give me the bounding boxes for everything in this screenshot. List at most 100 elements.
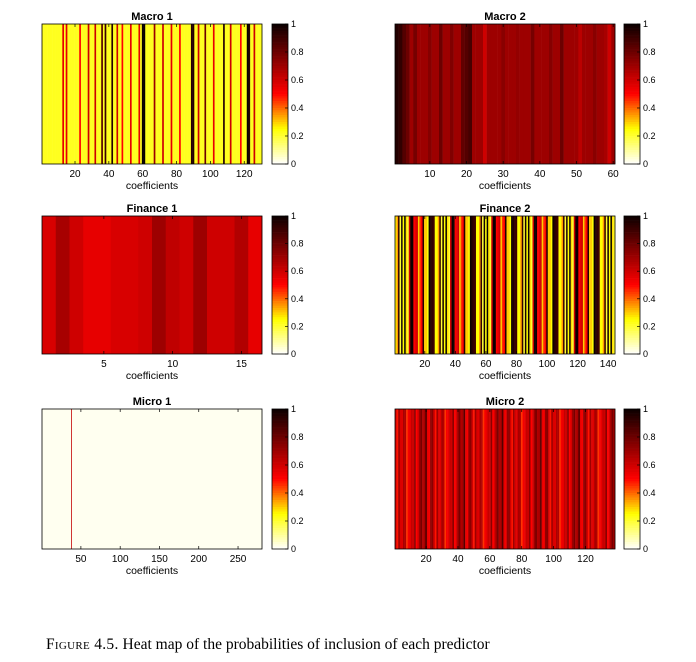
colorbar-segment xyxy=(624,59,640,62)
heatmap-cell xyxy=(228,24,231,164)
heatmap-cell xyxy=(144,409,146,549)
heatmap-cell xyxy=(434,216,437,354)
colorbar-segment xyxy=(272,140,288,144)
heatmap-cell xyxy=(430,409,432,549)
colorbar: 0 0.2 0.4 0.6 0.8 1 xyxy=(623,404,656,554)
heatmap-cell xyxy=(160,409,162,549)
colorbar-segment xyxy=(272,418,288,421)
colorbar-segment xyxy=(624,82,640,85)
heatmap-cell xyxy=(395,216,397,354)
heatmap-cell xyxy=(138,24,141,164)
heatmap-cell xyxy=(201,24,204,164)
heatmap-cell xyxy=(189,409,191,549)
colorbar-segment xyxy=(624,437,640,440)
x-tick-label: 60 xyxy=(137,169,149,180)
heatmap-cell xyxy=(512,409,515,549)
heatmap-cell xyxy=(546,216,549,354)
heatmap-cell xyxy=(409,24,414,164)
colorbar-segment xyxy=(272,159,288,162)
heatmap-cell xyxy=(414,409,416,549)
heatmap-cell xyxy=(468,409,471,549)
heatmap-cell xyxy=(184,409,186,549)
heatmap-cell xyxy=(131,409,133,549)
colorbar-segment xyxy=(624,326,640,329)
colorbar-segment xyxy=(624,275,640,279)
colorbar-tick-label: 0.8 xyxy=(291,432,304,442)
colorbar-segment xyxy=(272,514,288,517)
heatmap-cell xyxy=(233,409,235,549)
colorbar-segment xyxy=(272,446,288,449)
colorbar-tick-label: 0.2 xyxy=(291,516,304,526)
colorbar-segment xyxy=(624,145,640,148)
colorbar-segment xyxy=(624,47,640,50)
heatmap-cell xyxy=(162,409,164,549)
heatmap-cell xyxy=(72,24,75,164)
heatmap-cell xyxy=(86,409,88,549)
colorbar-tick-label: 0.8 xyxy=(643,239,656,249)
heatmap-cell xyxy=(191,409,193,549)
heatmap-cell xyxy=(207,216,221,354)
heatmap-cell xyxy=(500,409,503,549)
heatmap-cell xyxy=(611,24,616,164)
colorbar-tick-label: 0.6 xyxy=(291,460,304,470)
colorbar-segment xyxy=(272,525,288,529)
heatmap-cell xyxy=(489,409,491,549)
heatmap-cell xyxy=(45,409,47,549)
colorbar-segment xyxy=(624,232,640,235)
heatmap-cell xyxy=(573,409,576,549)
heatmap-cell xyxy=(85,409,87,549)
heatmap-cell xyxy=(98,409,100,549)
heatmap-cell xyxy=(120,409,122,549)
colorbar-segment xyxy=(272,497,288,501)
heatmap-cell xyxy=(447,409,450,549)
heatmap-cell xyxy=(97,409,99,549)
colorbar-segment xyxy=(272,45,288,48)
heatmap-cell xyxy=(214,24,217,164)
colorbar-segment xyxy=(624,439,640,442)
heatmap-cell xyxy=(466,216,469,354)
heatmap-cell xyxy=(258,409,260,549)
colorbar-tick-label: 1 xyxy=(291,211,296,221)
colorbar-tick-label: 0.6 xyxy=(291,266,304,276)
heatmap-cell xyxy=(126,409,128,549)
heatmap-cell xyxy=(594,409,597,549)
colorbar-segment xyxy=(624,218,640,221)
colorbar-segment xyxy=(624,152,640,155)
heatmap-cell xyxy=(515,216,518,354)
heatmap-cell xyxy=(171,409,173,549)
x-tick-label: 50 xyxy=(75,554,87,565)
heatmap-cell xyxy=(506,216,509,354)
heatmap-cell xyxy=(417,216,420,354)
heatmap-cell xyxy=(60,24,63,164)
heatmap-cell xyxy=(511,216,513,354)
colorbar-segment xyxy=(272,239,288,242)
x-tick-label: 120 xyxy=(236,169,253,180)
heatmap-cell xyxy=(509,409,512,549)
colorbar-segment xyxy=(624,131,640,134)
heatmap-cell xyxy=(557,409,560,549)
heatmap-cell xyxy=(406,409,408,549)
plot-frame xyxy=(41,23,263,165)
colorbar-segment xyxy=(624,73,640,76)
colorbar-segment xyxy=(272,305,288,309)
heatmap-cell xyxy=(589,24,594,164)
colorbar-segment xyxy=(624,91,640,95)
heatmap-cell xyxy=(129,409,131,549)
heatmap-cell xyxy=(146,409,148,549)
heatmap-cell xyxy=(574,24,579,164)
heatmap-cell xyxy=(605,216,608,354)
colorbar-segment xyxy=(624,70,640,74)
heatmap-cell xyxy=(136,409,138,549)
colorbar-segment xyxy=(272,416,288,419)
heatmap-cell xyxy=(255,409,257,549)
colorbar-segment xyxy=(624,451,640,454)
heatmap-cell xyxy=(62,24,65,164)
colorbar-segment xyxy=(624,40,640,43)
heatmap-cells xyxy=(42,216,263,354)
heatmap-cell xyxy=(538,409,541,549)
colorbar-segment xyxy=(624,101,640,104)
colorbar-tick-label: 0.8 xyxy=(291,47,304,57)
heatmap-cell xyxy=(505,24,509,164)
heatmap-cell xyxy=(514,216,516,354)
heatmap-cell xyxy=(49,409,51,549)
